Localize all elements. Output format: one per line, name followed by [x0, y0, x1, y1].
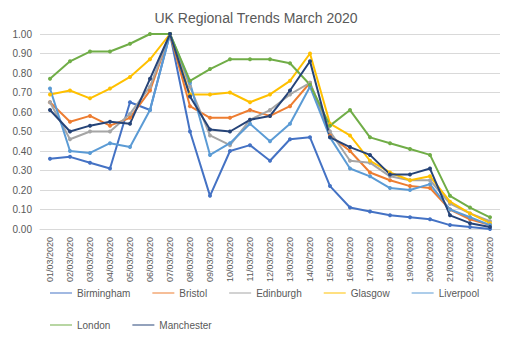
svg-text:06/03/2020: 06/03/2020 [145, 237, 155, 282]
svg-text:0.50: 0.50 [13, 126, 33, 137]
svg-text:03/03/2020: 03/03/2020 [85, 237, 95, 282]
svg-text:0.00: 0.00 [13, 224, 33, 235]
svg-text:15/03/2020: 15/03/2020 [325, 237, 335, 282]
svg-text:14/03/2020: 14/03/2020 [305, 237, 315, 282]
svg-text:0.20: 0.20 [13, 185, 33, 196]
svg-text:04/03/2020: 04/03/2020 [105, 237, 115, 282]
svg-text:Edinburgh: Edinburgh [256, 288, 302, 299]
svg-text:Liverpool: Liverpool [439, 288, 480, 299]
svg-text:01/03/2020: 01/03/2020 [45, 237, 55, 282]
svg-text:23/03/2020: 23/03/2020 [485, 237, 495, 282]
svg-text:16/03/2020: 16/03/2020 [345, 237, 355, 282]
svg-text:10/03/2020: 10/03/2020 [225, 237, 235, 282]
svg-text:0.30: 0.30 [13, 165, 33, 176]
svg-text:London: London [77, 320, 110, 331]
svg-text:17/03/2020: 17/03/2020 [365, 237, 375, 282]
svg-text:02/03/2020: 02/03/2020 [65, 237, 75, 282]
svg-text:Birmingham: Birmingham [77, 288, 130, 299]
svg-text:0.10: 0.10 [13, 204, 33, 215]
svg-text:20/03/2020: 20/03/2020 [425, 237, 435, 282]
svg-text:0.90: 0.90 [13, 48, 33, 59]
svg-text:0.70: 0.70 [13, 87, 33, 98]
svg-text:Glasgow: Glasgow [351, 288, 391, 299]
svg-text:12/03/2020: 12/03/2020 [265, 237, 275, 282]
svg-text:18/03/2020: 18/03/2020 [385, 237, 395, 282]
svg-text:11/03/2020: 11/03/2020 [245, 237, 255, 281]
svg-text:07/03/2020: 07/03/2020 [165, 237, 175, 282]
svg-text:05/03/2020: 05/03/2020 [125, 237, 135, 282]
svg-text:Manchester: Manchester [159, 320, 212, 331]
svg-text:UK Regional Trends March 2020: UK Regional Trends March 2020 [154, 10, 357, 26]
svg-text:0.80: 0.80 [13, 68, 33, 79]
svg-text:22/03/2020: 22/03/2020 [465, 237, 475, 282]
svg-text:19/03/2020: 19/03/2020 [405, 237, 415, 282]
svg-text:09/03/2020: 09/03/2020 [205, 237, 215, 282]
svg-text:21/03/2020: 21/03/2020 [445, 237, 455, 282]
svg-text:0.60: 0.60 [13, 107, 33, 118]
svg-text:08/03/2020: 08/03/2020 [185, 237, 195, 282]
svg-text:0.40: 0.40 [13, 146, 33, 157]
svg-text:1.00: 1.00 [13, 29, 33, 40]
svg-text:13/03/2020: 13/03/2020 [285, 237, 295, 282]
svg-text:Bristol: Bristol [179, 288, 207, 299]
